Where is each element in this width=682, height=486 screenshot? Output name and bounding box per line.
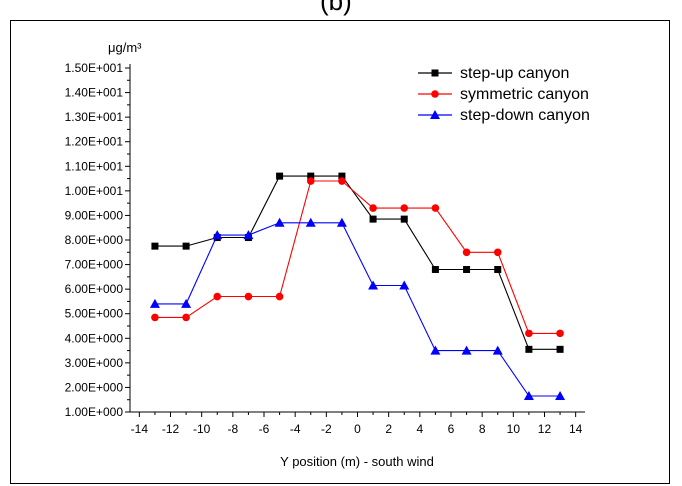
data-point xyxy=(431,204,440,212)
x-tick-label: -12 xyxy=(162,422,180,436)
legend-label: step-down canyon xyxy=(460,107,590,124)
x-tick-label: 10 xyxy=(507,422,521,436)
data-point xyxy=(525,345,533,353)
panel-label: (b) xyxy=(320,0,352,16)
series-layer xyxy=(149,172,566,401)
data-point xyxy=(399,280,410,290)
data-point xyxy=(462,248,471,257)
data-point xyxy=(213,292,222,301)
data-point xyxy=(182,313,190,322)
legend-item: step-up canyon xyxy=(418,65,569,82)
data-point xyxy=(556,345,564,353)
data-point xyxy=(556,329,564,338)
legend-item: symmetric canyon xyxy=(418,86,589,103)
data-point xyxy=(463,265,471,273)
data-point xyxy=(400,215,408,223)
x-tick-label: -10 xyxy=(193,422,211,436)
data-point xyxy=(492,345,503,355)
data-point xyxy=(338,172,346,180)
y-axis-unit-label: μg/m³ xyxy=(108,40,142,55)
y-tick-label: 1.40E+001 xyxy=(65,86,124,100)
legend: step-up canyon symmetric canyon step-down … xyxy=(418,65,590,124)
x-tick-label: -2 xyxy=(321,422,332,436)
y-tick-label: 3.00E+000 xyxy=(65,356,124,370)
y-tick-label: 9.00E+000 xyxy=(65,208,124,222)
legend-marker xyxy=(431,69,439,77)
data-point xyxy=(151,313,159,322)
data-point xyxy=(149,298,160,308)
data-point xyxy=(494,265,502,273)
x-axis-title: Y position (m) - south wind xyxy=(280,454,434,469)
x-tick-label: 2 xyxy=(385,422,392,436)
x-tick-label: 4 xyxy=(416,422,423,436)
x-tick-label: 6 xyxy=(448,422,455,436)
data-point xyxy=(369,204,377,212)
x-tick-label: -6 xyxy=(259,422,270,436)
data-point xyxy=(307,172,315,180)
data-point xyxy=(181,298,192,308)
series-line xyxy=(154,175,561,350)
y-tick-label: 1.00E+000 xyxy=(65,405,124,419)
data-point xyxy=(525,329,533,338)
legend-item: step-down canyon xyxy=(418,107,590,124)
y-tick-label: 6.00E+000 xyxy=(65,282,124,296)
data-point xyxy=(212,230,223,240)
data-point xyxy=(306,177,315,185)
data-point xyxy=(523,391,534,401)
x-tick-label: 0 xyxy=(354,422,361,436)
x-tick-label: 12 xyxy=(538,422,552,436)
data-point xyxy=(243,230,254,240)
data-point xyxy=(276,172,284,180)
data-point xyxy=(151,242,159,250)
series-2 xyxy=(151,177,564,338)
data-point xyxy=(305,217,316,227)
x-tick-label: -8 xyxy=(228,422,239,436)
data-point xyxy=(431,265,439,273)
y-tick-label: 1.30E+001 xyxy=(65,110,124,124)
legend-marker xyxy=(430,110,440,119)
data-point xyxy=(369,215,377,223)
data-point xyxy=(182,242,190,250)
y-tick-label: 5.00E+000 xyxy=(65,307,124,321)
data-point xyxy=(461,345,472,355)
axes: 1.00E+000 2.00E+000 3.00E+000 4.00E+000 5.00… xyxy=(65,61,585,436)
data-point xyxy=(430,345,441,355)
x-tick-label: 14 xyxy=(569,422,583,436)
y-tick-label: 1.00E+001 xyxy=(65,184,124,198)
data-point xyxy=(368,280,379,290)
x-tick-label: -4 xyxy=(290,422,301,436)
y-tick-label: 1.20E+001 xyxy=(65,135,124,149)
data-point xyxy=(244,292,253,301)
series-3 xyxy=(149,217,566,401)
series-line xyxy=(154,180,561,334)
data-point xyxy=(555,391,566,401)
chart-frame xyxy=(10,20,670,484)
legend-label: step-up canyon xyxy=(460,65,569,82)
y-tick-label: 2.00E+000 xyxy=(65,380,124,394)
x-tick-label: -14 xyxy=(131,422,149,436)
y-tick-label: 7.00E+000 xyxy=(65,258,124,272)
data-point xyxy=(400,204,409,212)
data-point xyxy=(336,217,347,227)
legend-label: symmetric canyon xyxy=(460,86,589,103)
y-tick-label: 1.50E+001 xyxy=(65,61,124,75)
data-point xyxy=(274,217,285,227)
y-tick-label: 1.10E+001 xyxy=(65,159,124,173)
y-tick-label: 8.00E+000 xyxy=(65,233,124,247)
y-tick-label: 4.00E+000 xyxy=(65,331,124,345)
series-line xyxy=(154,222,561,397)
data-point xyxy=(338,177,346,185)
legend-marker xyxy=(431,90,439,98)
data-point xyxy=(275,292,284,301)
data-point xyxy=(493,248,502,257)
x-tick-label: 8 xyxy=(479,422,486,436)
